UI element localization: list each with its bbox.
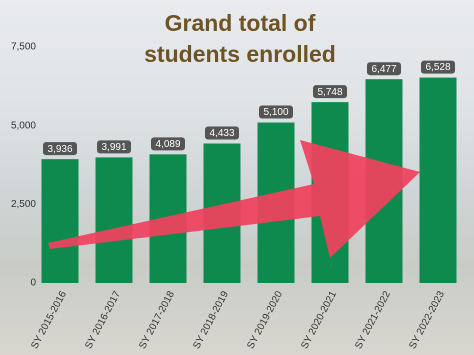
value-label-box <box>421 60 455 74</box>
value-label-box <box>43 142 77 156</box>
x-tick-label: SY 2020-2021 <box>299 289 339 351</box>
x-tick-label: SY 2022-2023 <box>407 289 447 351</box>
bar <box>419 77 457 283</box>
x-tick-label: SY 2015-2016 <box>29 289 69 351</box>
y-tick-label: 7,500 <box>11 42 36 53</box>
value-label-box <box>313 85 347 99</box>
y-tick-label: 2,500 <box>11 199 36 210</box>
value-label: 4,433 <box>209 128 234 139</box>
y-tick-label: 5,000 <box>11 120 36 131</box>
value-label: 5,100 <box>263 107 288 118</box>
x-tick-label: SY 2021-2022 <box>353 289 393 351</box>
x-tick-label: SY 2019-2020 <box>245 289 285 351</box>
x-tick-label: SY 2016-2017 <box>83 289 123 351</box>
x-tick-label: SY 2017-2018 <box>137 289 177 351</box>
value-label-box <box>97 140 131 154</box>
value-label-box <box>151 137 185 151</box>
bar <box>41 159 79 283</box>
bar <box>95 157 133 283</box>
value-label-box <box>367 62 401 76</box>
value-label: 6,477 <box>371 64 396 75</box>
trend-arrow <box>48 140 420 258</box>
y-tick-label: 0 <box>30 278 36 289</box>
x-tick-label: SY 2018-2019 <box>191 289 231 351</box>
chart-title: Grand total of students enrolled <box>144 10 336 67</box>
value-label-box <box>259 105 293 119</box>
value-label: 4,089 <box>155 139 180 150</box>
value-label: 3,936 <box>47 144 72 155</box>
value-label-box <box>205 126 239 140</box>
value-label: 3,991 <box>101 142 126 153</box>
value-label: 6,528 <box>425 62 450 73</box>
value-label: 5,748 <box>317 87 342 98</box>
